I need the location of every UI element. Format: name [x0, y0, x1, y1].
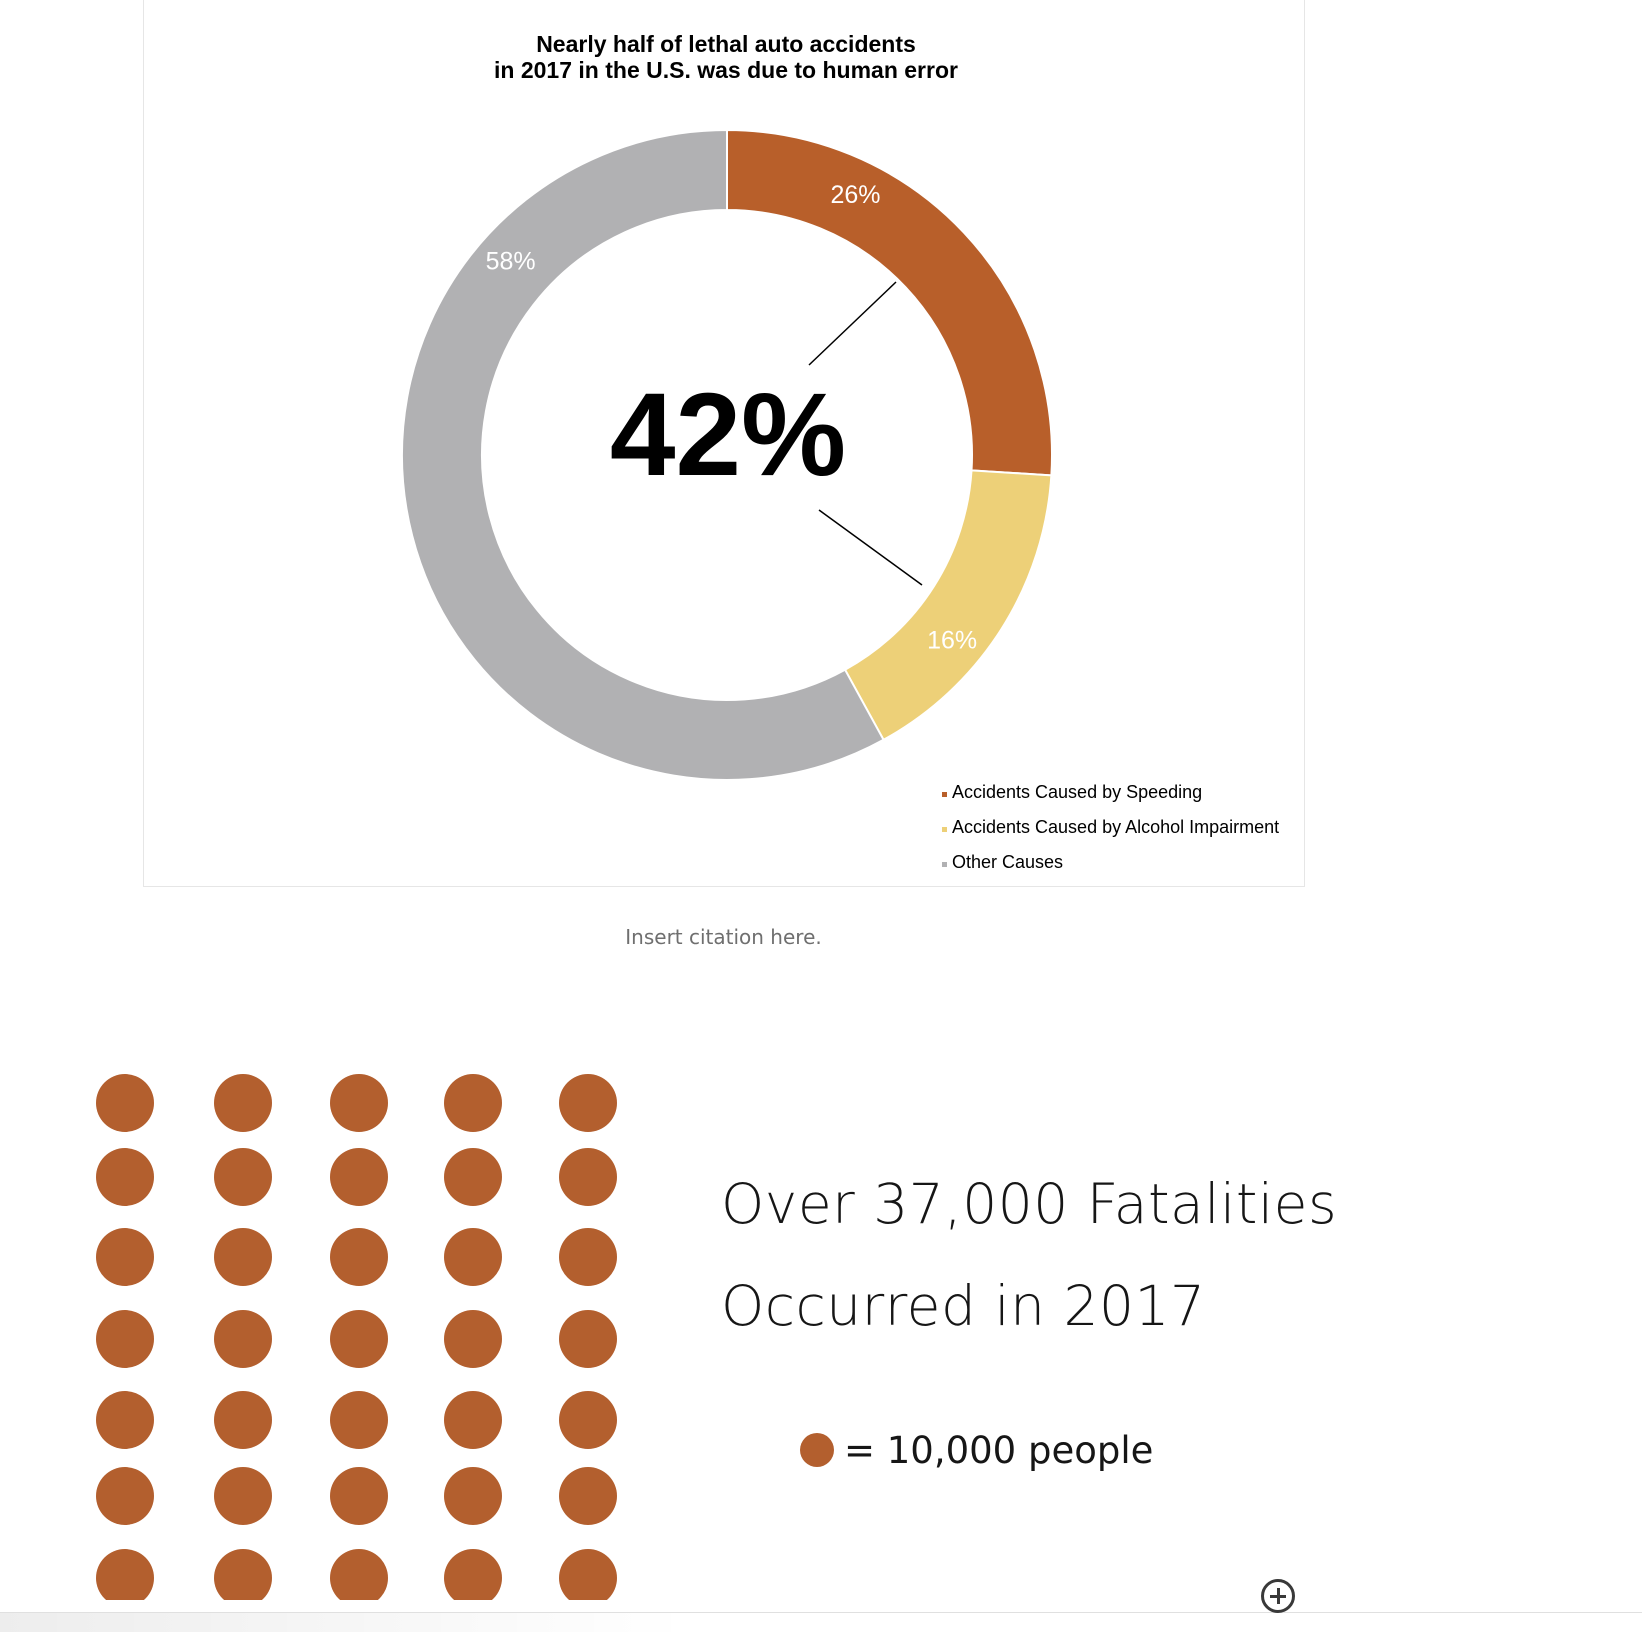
key-dot-icon — [800, 1433, 834, 1467]
legend-marker-0 — [942, 792, 947, 797]
pictogram-dot — [444, 1549, 502, 1600]
slice-label-0: 26% — [830, 181, 880, 209]
section-divider — [0, 1612, 1642, 1613]
pictogram-dot — [96, 1148, 154, 1206]
pictogram-dot — [96, 1467, 154, 1525]
slice-label-2: 58% — [486, 247, 536, 275]
pictogram-dot — [96, 1549, 154, 1600]
pictogram-dot — [214, 1148, 272, 1206]
pictogram-dot — [330, 1549, 388, 1600]
plus-circle-icon-vertical — [1276, 1588, 1280, 1604]
pictogram-dot — [214, 1074, 272, 1132]
pictogram-dot-grid — [96, 1074, 617, 1600]
pictogram-dot — [444, 1074, 502, 1132]
pictogram-dot — [559, 1549, 617, 1600]
key-text: = 10,000 people — [844, 1428, 1154, 1472]
pictogram-dot — [444, 1148, 502, 1206]
pictogram-dot — [330, 1074, 388, 1132]
donut-slice-2 — [401, 128, 885, 781]
legend-label-0: Accidents Caused by Speeding — [952, 782, 1202, 802]
divider-shadow — [0, 1613, 690, 1632]
pictogram-dot — [330, 1228, 388, 1286]
pictogram-dot — [559, 1148, 617, 1206]
pictogram-dot — [96, 1228, 154, 1286]
center-percentage: 42% — [610, 369, 846, 501]
pictogram-dot — [214, 1467, 272, 1525]
pictogram-dot — [214, 1228, 272, 1286]
slice-labels: 26% 16% 58% — [486, 181, 978, 654]
pictogram-dot — [330, 1467, 388, 1525]
slice-label-1: 16% — [927, 626, 977, 654]
donut-slice-1 — [843, 469, 1053, 742]
pictogram-dot — [214, 1391, 272, 1449]
pictogram-dot — [330, 1148, 388, 1206]
donut-chart: Nearly half of lethal auto accidents in … — [401, 31, 1279, 872]
pictogram-dot — [96, 1310, 154, 1368]
add-block-button[interactable] — [1261, 1579, 1295, 1613]
pictogram-dot — [444, 1391, 502, 1449]
chart-legend: Accidents Caused by Speeding Accidents Ca… — [942, 782, 1279, 872]
chart-title-line-2: in 2017 in the U.S. was due to human err… — [494, 57, 958, 83]
pictogram-dot — [559, 1074, 617, 1132]
pictogram-dot — [559, 1391, 617, 1449]
donut-slice-0 — [726, 128, 1053, 477]
pictogram-dot — [444, 1228, 502, 1286]
donut-slices — [401, 128, 1053, 781]
legend-label-1: Accidents Caused by Alcohol Impairment — [952, 817, 1279, 837]
pictogram-dot — [96, 1391, 154, 1449]
callout-line-alcohol — [818, 509, 923, 586]
pictogram-dot — [559, 1228, 617, 1286]
pictogram-dot — [214, 1549, 272, 1600]
chart-container: Nearly half of lethal auto accidents in … — [143, 0, 1305, 887]
pictogram-dot — [96, 1074, 154, 1132]
pictogram-dot — [330, 1310, 388, 1368]
chart-title-line-1: Nearly half of lethal auto accidents — [536, 31, 916, 57]
pictogram-dot — [330, 1391, 388, 1449]
fatalities-headline-line-2: Occurred in 2017 — [721, 1274, 1206, 1338]
pictogram-dot — [559, 1310, 617, 1368]
legend-label-2: Other Causes — [952, 852, 1063, 872]
pictogram-dot — [559, 1467, 617, 1525]
callout-line-speeding — [808, 281, 897, 366]
pictogram-dot — [444, 1310, 502, 1368]
citation-text: Insert citation here. — [625, 925, 822, 949]
pictogram-dot — [214, 1310, 272, 1368]
legend-marker-2 — [942, 862, 947, 867]
pictogram-key: = 10,000 people — [800, 1428, 1154, 1472]
legend-marker-1 — [942, 827, 947, 832]
pictogram-dot — [444, 1467, 502, 1525]
fatalities-headline-line-1: Over 37,000 Fatalities — [721, 1172, 1338, 1236]
